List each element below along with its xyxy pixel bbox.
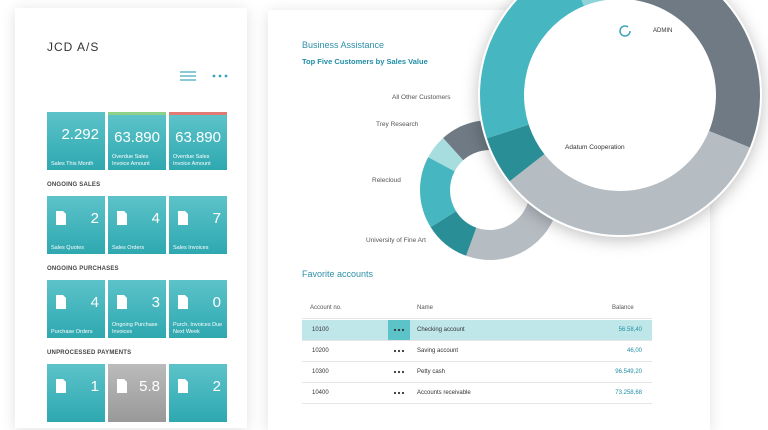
tile-label: Overdue Sales Invoice Amount [112,154,150,167]
chart-label: University of Fine Art [366,237,426,244]
tile-value: 3 [151,294,160,311]
dots-icon [393,370,405,374]
assistant-menu[interactable]: Business Assistance [302,40,385,50]
tile[interactable]: 4 Sales Orders [108,196,166,254]
user-menu[interactable]: ADMIN [653,28,673,34]
tile-value: 4 [90,294,99,311]
tile-value: 4 [151,210,160,227]
account-no: 10100 [312,327,329,333]
donut-segment [428,137,464,172]
tile-value: 2.292 [61,126,99,143]
tile-label: Sales This Month [51,160,94,167]
doc-icon [117,379,127,393]
column-header[interactable]: Name [417,305,434,311]
row-menu[interactable] [388,341,410,361]
toolbar-icons[interactable] [180,70,232,82]
account-name: Checking account [417,327,465,333]
tile-value: 63.890 [114,129,160,146]
account-no: 10200 [312,348,329,354]
account-no: 10300 [312,369,329,375]
table-row[interactable]: 10100 Checking account 56.58,40 [302,320,652,341]
account-no: 10400 [312,390,329,396]
favorites-title[interactable]: Favorite accounts [302,269,374,279]
balance[interactable]: 46,00 [626,348,642,354]
donut-segment [486,124,545,182]
row-menu[interactable] [388,362,410,382]
tile[interactable]: 63.890 Overdue Sales Invoice Amount [169,112,227,170]
tile-label: Sales Quotes [51,244,85,251]
tile[interactable]: 0 Purch. Invoices Due Next Week [169,280,227,338]
doc-icon [178,295,188,309]
chart-label: Adatum Cooperation [565,144,625,151]
tile-label: Sales Invoices [173,244,209,251]
account-name: Accounts receivable [417,390,471,396]
donut-segment [480,0,585,139]
tile-label: Purch. Invoices Due Next Week [173,322,223,335]
doc-icon [117,211,127,225]
page: JCD A/S 2.292 Sales This Month 63.890 Overd… [47,0,760,422]
account-name: Petty cash [417,369,446,375]
tile-label: Sales Orders [112,244,145,251]
tile[interactable]: 2 Sales Quotes [47,196,105,254]
tile[interactable]: 7 Sales Invoices [169,196,227,254]
row-menu[interactable] [388,383,410,403]
donut-segment [581,0,607,6]
tile[interactable]: 2.292 Sales This Month [47,112,105,170]
donut-segment [633,0,760,148]
tile-value: 1 [90,378,99,395]
account-name: Saving account [417,348,459,354]
table-row[interactable]: 10200 Saving account 46,00 [302,341,652,362]
tile-label: Purchase Orders [51,328,93,335]
table-row[interactable]: 10400 Accounts receivable 73.258,68 [302,383,652,404]
balance[interactable]: 56.58,40 [618,327,642,333]
table-header: Account no. Name Balance [302,298,652,319]
dots-icon [393,349,405,353]
chart-label: Relecloud [372,177,401,184]
doc-icon [117,295,127,309]
tile-value: 0 [212,294,221,311]
section-title: ONGOING PURCHASES [47,266,119,272]
tile[interactable]: 3 Ongoing Purchase Invoices [108,280,166,338]
table-row[interactable]: 10300 Petty cash 96.549,20 [302,362,652,383]
tile-value: 2 [90,210,99,227]
doc-icon [178,379,188,393]
doc-icon [178,211,188,225]
donut-segment [509,130,750,236]
donut-charts [420,0,760,260]
tile-value: 2 [212,378,221,395]
donut-segment [430,211,477,256]
company-name: JCD A/S [47,40,100,54]
doc-icon [56,295,66,309]
dots-icon [393,328,405,332]
donut-segment [420,157,457,228]
doc-icon [56,211,66,225]
tile-label: Ongoing Purchase Invoices [112,322,158,335]
dots-icon [393,391,405,395]
column-header[interactable]: Account no. [310,305,342,311]
chart-title: Top Five Customers by Sales Value [302,57,428,66]
tile-value: 63.890 [175,129,221,146]
tile-value: 7 [212,210,221,227]
balance[interactable]: 73.258,68 [615,390,642,396]
doc-icon [56,379,66,393]
balance[interactable]: 96.549,20 [615,369,642,375]
tile-label: Overdue Sales Invoice Amount [173,154,211,167]
section-title: UNPROCESSED PAYMENTS [47,350,132,356]
donut-segment [466,196,559,260]
tile-value: 5.8 [139,378,160,395]
column-header[interactable]: Balance [612,305,634,311]
tile[interactable]: 63.890 Overdue Sales Invoice Amount [108,112,166,170]
chart-label: All Other Customers [392,94,451,101]
chart-label: Trey Research [376,121,419,128]
refresh-icon[interactable] [617,23,633,39]
section-title: ONGOING SALES [47,182,101,188]
row-menu[interactable] [388,320,410,340]
tile[interactable]: 4 Purchase Orders [47,280,105,338]
